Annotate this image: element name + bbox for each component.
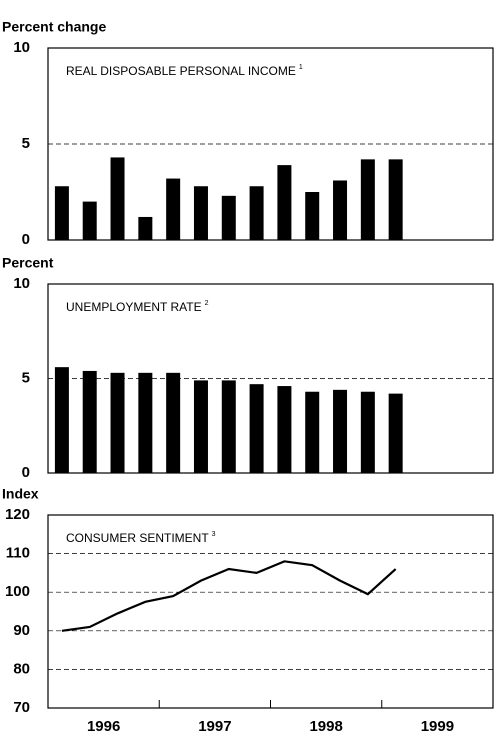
x-tick-label: 1997 xyxy=(198,718,231,735)
bar xyxy=(166,372,181,473)
bar xyxy=(82,370,97,473)
bar xyxy=(221,195,236,240)
y-tick-label: 0 xyxy=(22,464,30,481)
bar xyxy=(305,192,320,240)
annotation: REAL DISPOSABLE PERSONAL INCOME 1 xyxy=(66,64,303,78)
bar xyxy=(333,180,348,240)
bar xyxy=(360,391,375,473)
bar xyxy=(249,186,264,240)
y-tick-label: 5 xyxy=(22,369,30,386)
y-tick-label: 110 xyxy=(6,545,30,562)
bar xyxy=(388,159,403,240)
annotation: CONSUMER SENTIMENT 3 xyxy=(66,531,216,545)
y-tick-label: 120 xyxy=(5,506,30,523)
bar xyxy=(305,391,320,473)
bar xyxy=(138,372,153,473)
y-tick-label: 10 xyxy=(13,39,30,56)
y-axis-label: Percent xyxy=(2,255,54,271)
annotation: UNEMPLOYMENT RATE 2 xyxy=(66,300,209,314)
y-tick-label: 70 xyxy=(13,699,30,716)
bar xyxy=(388,393,403,473)
y-axis-label: Index xyxy=(2,486,39,502)
bar xyxy=(110,372,125,473)
footnote-marker: 2 xyxy=(205,300,209,307)
footnote-marker: 1 xyxy=(299,64,303,71)
bar xyxy=(82,201,97,240)
bar xyxy=(277,386,292,473)
bar xyxy=(249,384,264,473)
bar xyxy=(193,186,208,240)
footnote-marker: 3 xyxy=(212,531,216,538)
y-tick-label: 5 xyxy=(22,135,30,152)
bar xyxy=(54,367,69,473)
annotation-text: UNEMPLOYMENT RATE xyxy=(66,300,202,314)
bar xyxy=(221,380,236,473)
bar xyxy=(333,389,348,473)
y-tick-label: 0 xyxy=(22,231,30,248)
bar xyxy=(110,157,125,240)
bar xyxy=(360,159,375,240)
y-tick-label: 90 xyxy=(13,622,30,639)
bar xyxy=(166,178,181,240)
y-tick-label: 80 xyxy=(13,660,30,677)
y-tick-label: 10 xyxy=(13,275,30,292)
x-tick-label: 1999 xyxy=(421,718,454,735)
bar xyxy=(54,186,69,240)
bar xyxy=(277,165,292,240)
bar xyxy=(138,216,153,240)
x-tick-label: 1998 xyxy=(309,718,342,735)
y-tick-label: 100 xyxy=(5,583,30,600)
bar xyxy=(193,380,208,473)
line xyxy=(61,560,397,632)
x-tick-label: 1996 xyxy=(87,718,120,735)
annotation-text: REAL DISPOSABLE PERSONAL INCOME xyxy=(66,64,296,78)
y-axis-label: Percent change xyxy=(2,19,106,35)
annotation-text: CONSUMER SENTIMENT xyxy=(66,531,209,545)
